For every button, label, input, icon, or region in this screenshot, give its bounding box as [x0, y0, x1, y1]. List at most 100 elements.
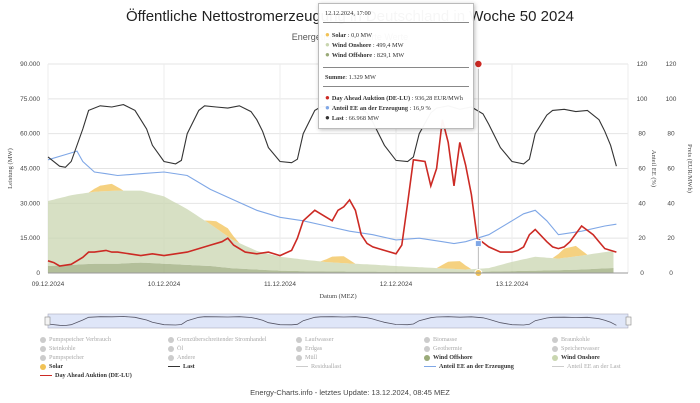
y-right-inner-tick-label: 20 — [638, 235, 646, 242]
legend-marker-icon — [40, 345, 46, 352]
legend-item[interactable]: Residuallast — [296, 363, 341, 370]
tooltip-marker-icon: ● — [325, 113, 332, 122]
legend-marker-icon — [168, 354, 174, 361]
legend-item[interactable]: Pumpspeicher Verbrauch — [40, 336, 111, 343]
legend-marker-icon — [168, 336, 174, 343]
legend-item[interactable]: Öl — [168, 345, 183, 352]
legend-label: Braunkohle — [561, 336, 590, 343]
x-tick-label: 11.12.2024 — [264, 281, 296, 288]
tooltip-separator — [323, 86, 469, 87]
line-series-day-ahead-auktion-de-lu-[interactable] — [47, 119, 617, 267]
y-left-axis-label: Leistung (MW) — [7, 148, 14, 189]
legend-item[interactable]: Müll — [296, 354, 317, 361]
legend-item[interactable]: Wind Onshore — [552, 354, 600, 361]
tooltip-row: ● Wind Offshore : 829,1 MW — [325, 50, 404, 59]
navigator-range[interactable] — [47, 313, 629, 329]
legend-item[interactable]: Anteil EE an der Erzeugung — [424, 363, 514, 370]
legend-marker-icon — [296, 366, 308, 368]
legend-item[interactable]: Geothermie — [424, 345, 462, 352]
tooltip-row: ● Last : 66.968 MW — [325, 113, 379, 122]
tooltip-row-value: : 0,0 MW — [346, 32, 373, 39]
legend-marker-icon — [168, 345, 174, 352]
x-axis-label: Datum (MEZ) — [319, 293, 356, 300]
legend-label: Anteil EE an der Erzeugung — [439, 363, 514, 370]
tooltip: 12.12.2024, 17:00 ● Solar : 0,0 MW ● Wind… — [318, 3, 474, 129]
y-right-outer-tick-label: 40 — [667, 200, 675, 207]
legend-item[interactable]: Braunkohle — [552, 336, 590, 343]
y-left-tick-label: 60.000 — [20, 131, 40, 138]
y-right-inner-tick-label: 40 — [638, 200, 646, 207]
legend-item[interactable]: Solar — [40, 363, 63, 370]
chart-line-series[interactable] — [47, 59, 617, 277]
tooltip-row: ● Day Ahead Auktion (DE-LU) : 936,28 EUR… — [325, 93, 463, 102]
legend-marker-icon — [168, 366, 180, 368]
tooltip-row: ● Wind Onshore : 499,4 MW — [325, 40, 404, 49]
y-left-tick-label: 30.000 — [20, 200, 40, 207]
navigator-handle-left[interactable] — [44, 316, 51, 326]
legend-marker-icon — [296, 345, 302, 352]
x-tick-label: 09.12.2024 — [32, 281, 65, 288]
legend-item[interactable]: Andere — [168, 354, 195, 361]
tooltip-row-value: : 829,1 MW — [372, 52, 405, 59]
footer: Energy-Charts.info - letztes Update: 13.… — [250, 388, 450, 397]
legend-item[interactable]: Biomasse — [424, 336, 457, 343]
legend-label: Erdgas — [305, 345, 323, 352]
legend-label: Last — [183, 363, 195, 370]
legend-marker-icon — [424, 336, 430, 343]
legend-item[interactable]: Pumpspeicher — [40, 354, 84, 361]
line-series-anteil-ee-an-der-erzeugung[interactable] — [47, 150, 617, 245]
legend-item[interactable]: Speicherwasser — [552, 345, 600, 352]
tooltip-row-value: : 499,4 MW — [371, 42, 404, 49]
legend-item[interactable]: Steinkohle — [40, 345, 75, 352]
y-right-outer-tick-label: 20 — [667, 235, 675, 242]
legend-label: Andere — [177, 354, 196, 361]
legend-label: Residuallast — [311, 363, 342, 370]
legend-label: Wind Onshore — [561, 354, 600, 361]
navigator-handle-right[interactable] — [625, 316, 632, 326]
legend-item[interactable]: Laufwasser — [296, 336, 334, 343]
legend-item[interactable]: Day Ahead Auktion (DE-LU) — [40, 372, 132, 379]
legend: Pumpspeicher Verbrauch Grenzüberschreiten… — [0, 336, 700, 379]
tooltip-row: ● Solar : 0,0 MW — [325, 30, 372, 39]
legend-marker-icon — [40, 363, 46, 370]
tooltip-marker-icon: ● — [325, 93, 332, 102]
chart-axes: 0 15.000 30.000 45.000 60.000 75.000 90.000 0 20… — [7, 61, 693, 300]
chart-area-series[interactable] — [48, 183, 614, 273]
tooltip-sum: Summe: 1.329 MW — [325, 74, 376, 81]
legend-item[interactable]: Wind Offshore — [424, 354, 472, 361]
legend-label: Pumpspeicher Verbrauch — [49, 336, 111, 343]
legend-label: Grenzüberschreitender Stromhandel — [177, 336, 267, 343]
chart-area[interactable]: 0 15.000 30.000 45.000 60.000 75.000 90.000 0 20… — [0, 0, 700, 335]
legend-label: Anteil EE an der Last — [567, 363, 621, 370]
tooltip-separator — [323, 22, 469, 23]
y-right-inner-tick-label: 80 — [638, 131, 646, 138]
legend-marker-icon — [424, 354, 430, 361]
navigator-series — [47, 316, 617, 326]
y-left-tick-label: 0 — [36, 270, 40, 277]
y-left-tick-label: 90.000 — [20, 61, 40, 68]
tooltip-row-label: Solar — [331, 32, 347, 39]
highlight-point-ee[interactable] — [474, 240, 482, 248]
legend-item[interactable]: Erdgas — [296, 345, 322, 352]
area-series-wind-offshore[interactable] — [48, 262, 614, 273]
y-left-tick-label: 45.000 — [20, 166, 40, 173]
navigator[interactable] — [44, 313, 632, 329]
legend-label: Steinkohle — [49, 345, 76, 352]
x-tick-label: 12.12.2024 — [380, 281, 413, 288]
tooltip-marker-icon: ● — [325, 40, 332, 49]
tooltip-row-label: Day Ahead Auktion (DE-LU) — [331, 95, 411, 102]
legend-item[interactable]: Grenzüberschreitender Stromhandel — [168, 336, 267, 343]
legend-item[interactable]: Anteil EE an der Last — [552, 363, 621, 370]
legend-item[interactable]: Last — [168, 363, 195, 370]
y-right-inner-tick-label: 100 — [637, 96, 648, 103]
y-right-outer-axis-label: Preis (EUR/MWh) — [686, 144, 693, 193]
highlight-point-price[interactable] — [473, 59, 484, 69]
y-right-inner-axis-label: Anteil EE (%) — [650, 150, 657, 187]
legend-marker-icon — [552, 345, 558, 352]
legend-label: Day Ahead Auktion (DE-LU) — [55, 372, 132, 379]
legend-marker-icon — [296, 354, 302, 361]
tooltip-row-label: Last — [331, 115, 344, 122]
y-left-tick-label: 15.000 — [20, 235, 40, 242]
y-right-outer-tick-label: 60 — [667, 166, 675, 173]
legend-marker-icon — [552, 354, 558, 361]
